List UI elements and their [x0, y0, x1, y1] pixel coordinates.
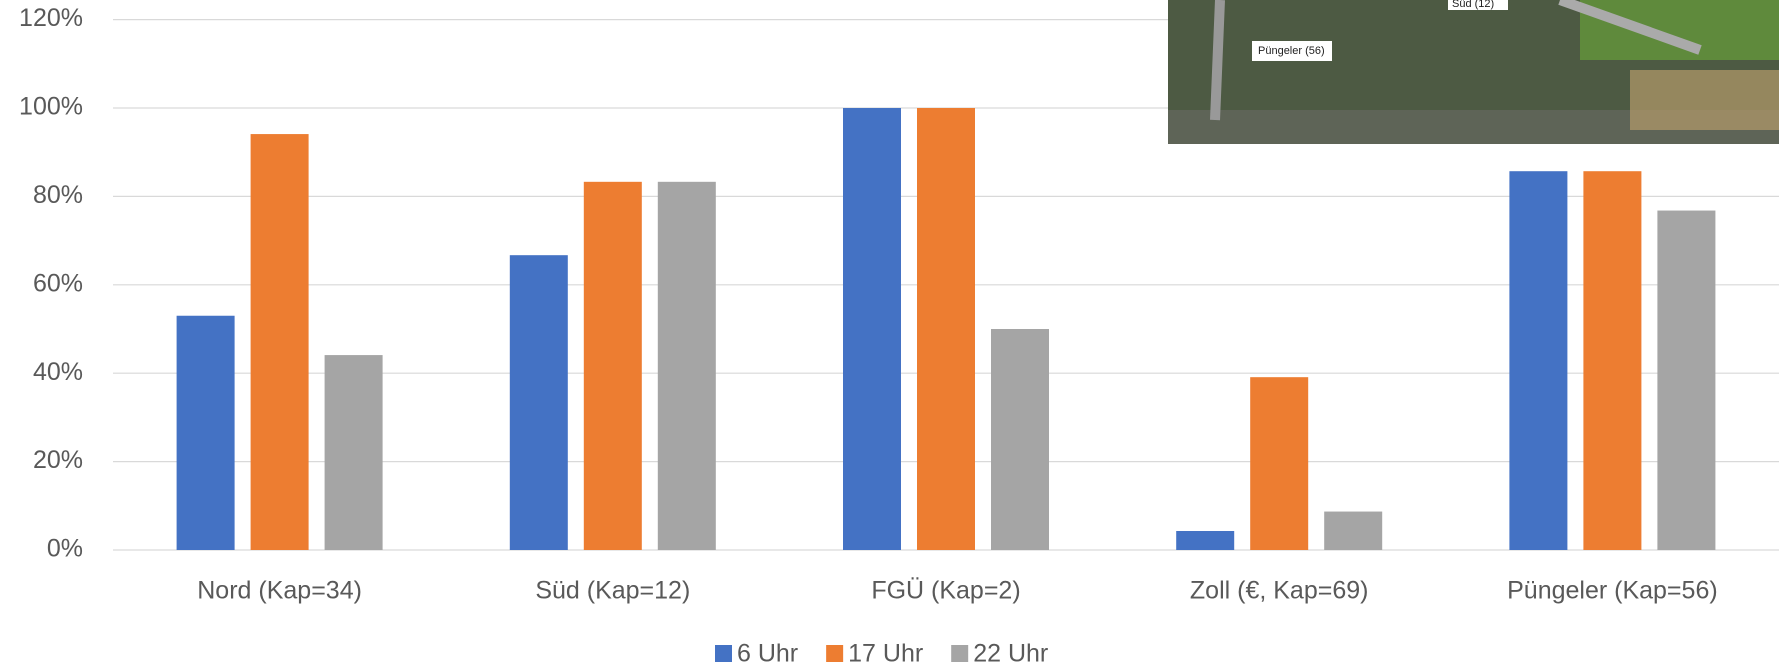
x-tick-label: Püngeler (Kap=56)	[1507, 577, 1718, 605]
legend: 6 Uhr 17 Uhr 22 Uhr	[715, 640, 1048, 668]
legend-label: 17 Uhr	[848, 640, 923, 668]
map-label: Püngeler (56)	[1258, 45, 1325, 57]
x-tick-label: Nord (Kap=34)	[197, 577, 362, 605]
y-tick-label: 40%	[33, 358, 83, 386]
y-tick-label: 60%	[33, 269, 83, 297]
bar	[917, 108, 975, 550]
legend-swatch	[951, 645, 969, 662]
bar	[1509, 171, 1568, 550]
map-inset: Süd (12) Püngeler (56)	[1168, 0, 1779, 144]
y-tick-label: 0%	[47, 535, 83, 563]
bar	[991, 329, 1049, 550]
bar	[1176, 530, 1235, 550]
legend-label: 6 Uhr	[737, 640, 798, 668]
bar	[250, 134, 309, 550]
bar	[843, 108, 901, 550]
plot: 0% 20% 40% 60% 80% 100% 120% Nord (Kap=34) Süd (…	[19, 4, 1779, 668]
y-tick-label: 80%	[33, 181, 83, 209]
map-building	[1210, 0, 1225, 121]
map-label-box	[1448, 0, 1508, 10]
x-tick-label: Süd (Kap=12)	[535, 577, 690, 605]
legend-label: 22 Uhr	[973, 640, 1048, 668]
bar	[324, 355, 383, 550]
bar	[1250, 377, 1309, 550]
x-tick-label: FGÜ (Kap=2)	[871, 577, 1020, 605]
map-field	[1580, 0, 1779, 60]
map-label: Süd (12)	[1452, 0, 1494, 10]
x-tick-label: Zoll (€, Kap=69)	[1190, 577, 1369, 605]
map-building	[1558, 0, 1702, 55]
bar	[1583, 171, 1642, 550]
y-tick-label: 20%	[33, 446, 83, 474]
y-tick-label: 100%	[19, 93, 83, 121]
bar	[509, 255, 568, 550]
bar	[176, 315, 235, 550]
legend-swatch	[826, 645, 844, 662]
map-field	[1630, 70, 1779, 130]
legend-swatch	[715, 645, 732, 662]
bar	[657, 181, 716, 550]
bar	[1657, 210, 1716, 550]
map-label-box	[1252, 41, 1332, 61]
bar	[1324, 511, 1383, 550]
y-tick-label: 120%	[19, 4, 83, 32]
bar	[583, 181, 642, 550]
